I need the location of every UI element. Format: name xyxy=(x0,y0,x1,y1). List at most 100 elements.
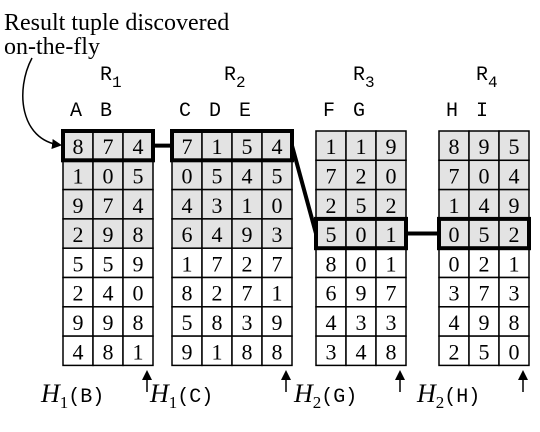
cell-value: 5 xyxy=(133,163,144,188)
relation-name-letter: R xyxy=(100,64,112,87)
cell-value: 0 xyxy=(449,222,460,247)
relation-name-letter: R xyxy=(353,64,365,87)
cell-value: 6 xyxy=(182,222,193,247)
hash-arg: (B) xyxy=(68,386,104,409)
cell-value: 1 xyxy=(449,193,460,218)
hash-label: H1(C) xyxy=(149,379,213,412)
cell-value: 9 xyxy=(386,134,397,159)
cell-value: 1 xyxy=(356,134,367,159)
cell-value: 3 xyxy=(356,310,367,335)
cell-value: 1 xyxy=(212,339,223,364)
cell xyxy=(315,335,347,367)
cell-value: 7 xyxy=(242,281,253,306)
cell-value: 1 xyxy=(326,134,337,159)
cell-value: 9 xyxy=(73,193,84,218)
cell-value: 4 xyxy=(242,163,253,188)
cell-value: 8 xyxy=(326,251,337,276)
cell-value: 4 xyxy=(326,310,337,335)
column-header: G xyxy=(353,100,365,123)
cell xyxy=(92,276,124,308)
cell xyxy=(375,335,407,367)
cell-value: 7 xyxy=(449,163,460,188)
column-header: B xyxy=(100,100,112,123)
column-header: C xyxy=(179,100,191,123)
cell-value: 2 xyxy=(509,222,520,247)
cell xyxy=(231,247,263,279)
cell-value: 0 xyxy=(509,339,520,364)
hash-arg: (C) xyxy=(177,386,213,409)
cell-value: 1 xyxy=(73,163,84,188)
cell-value: 1 xyxy=(212,134,223,159)
cell xyxy=(468,188,500,220)
cell xyxy=(345,188,377,220)
cell xyxy=(92,188,124,220)
cell xyxy=(375,130,407,162)
cell-value: 2 xyxy=(73,281,84,306)
cell xyxy=(438,159,470,191)
cell-value: 9 xyxy=(182,339,193,364)
hash-label: H1(B) xyxy=(40,379,104,412)
cell-value: 9 xyxy=(103,310,114,335)
relation-name-sub: 1 xyxy=(112,74,122,92)
cell xyxy=(375,188,407,220)
cell-value: 3 xyxy=(326,339,337,364)
cell-value: 9 xyxy=(103,222,114,247)
cell-value: 7 xyxy=(326,163,337,188)
cell-value: 9 xyxy=(509,193,520,218)
relations: R1A B8 7 41 0 59 7 42 9 85 5 92 4 09 9 84 8 1H1(B)R2C D E7 1… xyxy=(40,64,531,412)
relation-name: R2 xyxy=(224,64,246,92)
hash-arg: (H) xyxy=(444,386,480,409)
cell-value: 4 xyxy=(212,222,223,247)
cell-value: 9 xyxy=(242,222,253,247)
cell xyxy=(345,218,377,249)
cell xyxy=(498,306,530,337)
column-header: E xyxy=(239,100,251,123)
cell-value: 0 xyxy=(356,222,367,247)
cell xyxy=(261,335,293,367)
cell-value: 2 xyxy=(212,281,223,306)
column-header: I xyxy=(476,100,488,123)
column-header: D xyxy=(209,100,221,123)
cell xyxy=(261,247,293,279)
cell xyxy=(498,188,530,220)
cell-value: 4 xyxy=(356,339,367,364)
annotation-line: Result tuple discovered xyxy=(4,10,229,36)
cell xyxy=(438,218,470,249)
cell-value: 1 xyxy=(242,193,253,218)
cell-value: 5 xyxy=(73,251,84,276)
cell-value: 2 xyxy=(386,193,397,218)
cell xyxy=(468,130,500,162)
cell xyxy=(122,335,154,367)
cell-value: 5 xyxy=(103,251,114,276)
cell-value: 4 xyxy=(103,281,114,306)
cell-value: 8 xyxy=(103,339,114,364)
cell-value: 7 xyxy=(103,193,114,218)
cell-value: 1 xyxy=(182,251,193,276)
cell-value: 2 xyxy=(242,251,253,276)
join-link xyxy=(290,145,318,235)
hash-arg: (G) xyxy=(321,386,357,409)
relation-name-sub: 2 xyxy=(236,74,246,92)
relation-name: R4 xyxy=(476,64,498,92)
cell xyxy=(171,218,203,249)
cell-value: 0 xyxy=(182,163,193,188)
cell-value: 9 xyxy=(272,310,283,335)
cell-value: 3 xyxy=(242,310,253,335)
relation-name-letter: R xyxy=(224,64,236,87)
cell-value: 0 xyxy=(449,251,460,276)
cell xyxy=(171,335,203,367)
cell-value: 7 xyxy=(212,251,223,276)
cell-value: 0 xyxy=(386,163,397,188)
cell-value: 0 xyxy=(356,251,367,276)
column-header: A xyxy=(70,100,82,123)
cell xyxy=(468,335,500,367)
cell-value: 4 xyxy=(272,134,283,159)
cell-value: 3 xyxy=(212,193,223,218)
cell-value: 8 xyxy=(133,222,144,247)
relation-name-letter: R xyxy=(476,64,488,87)
cell xyxy=(171,159,203,191)
cell xyxy=(498,335,530,367)
hash-label: H2(G) xyxy=(293,379,357,412)
cell xyxy=(375,159,407,191)
cell-value: 7 xyxy=(479,281,490,306)
